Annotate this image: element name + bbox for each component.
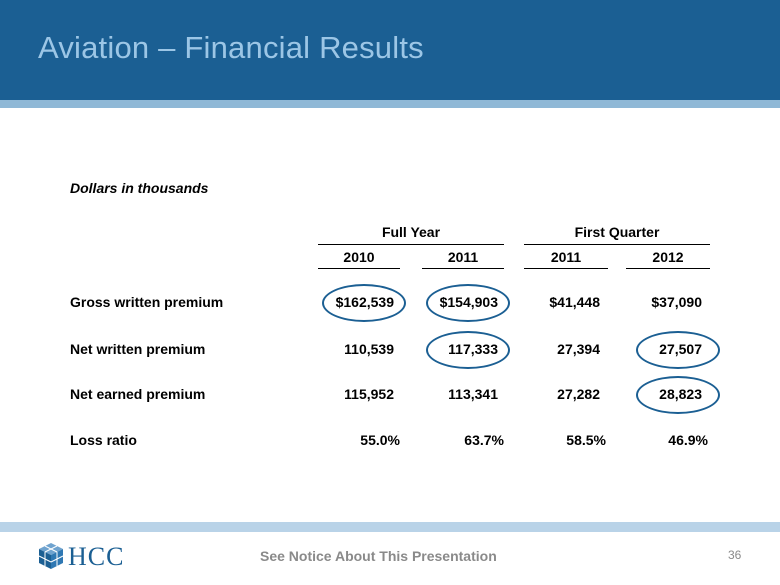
column-header-2011-q1: 2011	[550, 249, 582, 265]
table-cell: $37,090	[651, 294, 702, 310]
column-header-2012-q1: 2012	[652, 249, 684, 265]
hcc-logo: HCC	[38, 542, 128, 572]
units-note: Dollars in thousands	[70, 180, 209, 196]
highlight-circle	[426, 284, 510, 322]
row-label-loss-ratio: Loss ratio	[70, 432, 137, 448]
column-underline	[422, 268, 504, 269]
footer-rule	[0, 522, 780, 532]
hcc-cube-icon	[38, 543, 64, 569]
table-cell: 110,539	[344, 341, 394, 357]
highlight-circle	[636, 376, 720, 414]
table-cell: 27,394	[557, 341, 600, 357]
highlight-circle	[426, 331, 510, 369]
page-number: 36	[728, 548, 742, 562]
title-bar-rule	[0, 100, 780, 108]
table-cell: 115,952	[344, 386, 394, 402]
column-header-2010: 2010	[343, 249, 375, 265]
group-underline-first-quarter	[524, 244, 710, 245]
table-cell: 27,282	[557, 386, 600, 402]
group-header-first-quarter: First Quarter	[574, 224, 660, 240]
logo-text: HCC	[68, 542, 125, 571]
column-header-2011-fy: 2011	[447, 249, 479, 265]
row-label-net-earned-premium: Net earned premium	[70, 386, 206, 402]
table-cell: 113,341	[448, 386, 498, 402]
group-underline-full-year	[318, 244, 504, 245]
table-cell: 58.5%	[566, 432, 606, 448]
highlight-circle	[322, 284, 406, 322]
table-cell: 46.9%	[668, 432, 708, 448]
highlight-circle	[636, 331, 720, 369]
column-underline	[318, 268, 400, 269]
slide-title: Aviation – Financial Results	[38, 30, 424, 65]
group-header-full-year: Full Year	[381, 224, 441, 240]
table-cell: $41,448	[549, 294, 600, 310]
table-cell: 55.0%	[360, 432, 400, 448]
column-underline	[524, 268, 608, 269]
column-underline	[626, 268, 710, 269]
row-label-net-written-premium: Net written premium	[70, 341, 206, 357]
notice-link: See Notice About This Presentation	[260, 548, 497, 564]
table-cell: 63.7%	[464, 432, 504, 448]
row-label-gross-written-premium: Gross written premium	[70, 294, 224, 310]
title-bar	[0, 0, 780, 100]
